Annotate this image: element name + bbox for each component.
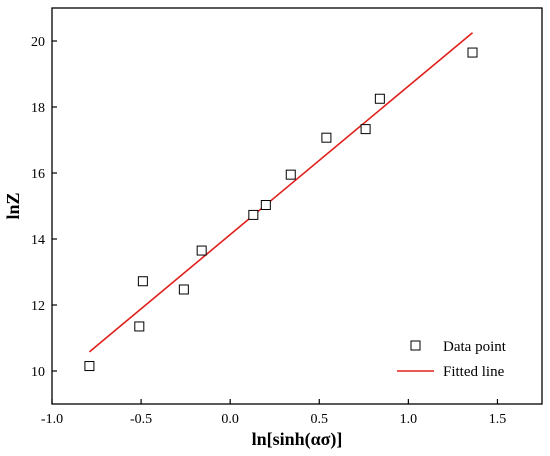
data-point [321, 132, 332, 143]
legend-label-fitted-line: Fitted line [443, 364, 505, 380]
x-tick-label: -1.0 [41, 412, 63, 427]
y-tick-label: 14 [31, 233, 45, 248]
data-point [137, 276, 148, 287]
y-axis: 10 12 14 16 18 20 [31, 35, 57, 380]
y-tick-label: 20 [31, 35, 45, 50]
fitted-line [88, 32, 474, 353]
y-tick-label: 16 [31, 167, 45, 182]
y-axis-title: lnZ [3, 192, 23, 219]
legend: Data point Fitted line [397, 339, 507, 380]
x-tick-label: 1.5 [489, 412, 507, 427]
plot-frame [51, 7, 543, 405]
legend-label-data-point: Data point [443, 339, 507, 355]
x-tick-label: 0.5 [311, 412, 329, 427]
y-tick-label: 12 [31, 299, 45, 314]
data-point [285, 169, 296, 180]
data-point [196, 245, 207, 256]
x-tick-label: 1.0 [400, 412, 418, 427]
data-point [134, 321, 145, 332]
x-tick-label: -0.5 [130, 412, 152, 427]
data-point [84, 361, 95, 372]
data-point [467, 47, 478, 58]
data-point [360, 124, 371, 135]
y-tick-label: 18 [31, 101, 45, 116]
data-point [248, 209, 259, 220]
x-axis-title: ln[sinh(ασ)] [252, 429, 343, 450]
x-tick-label: 0.0 [221, 412, 239, 427]
legend-marker-data-point [410, 340, 421, 351]
y-tick-label: 10 [31, 365, 45, 380]
data-point [260, 200, 271, 211]
plot-area [84, 32, 478, 372]
data-point [178, 284, 189, 295]
x-axis: -1.0 -0.5 0.0 0.5 1.0 1.5 [41, 399, 506, 427]
data-point [374, 93, 385, 104]
